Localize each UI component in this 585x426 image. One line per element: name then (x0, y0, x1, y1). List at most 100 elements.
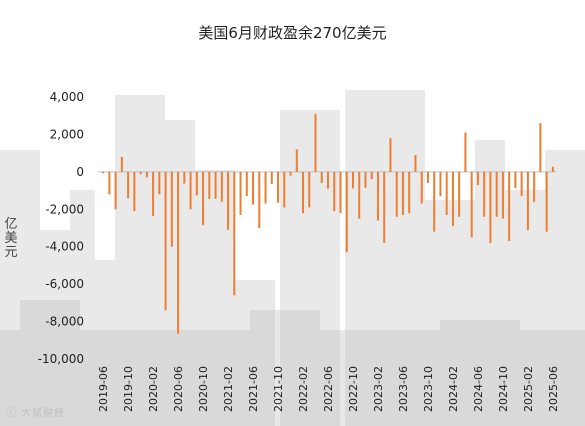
bar-2021-05 (245, 171, 248, 197)
bar-2021-09 (270, 171, 273, 185)
y-tick-label: -4,000 (45, 240, 84, 254)
bar-2024-03 (458, 171, 461, 217)
bar-2021-04 (239, 171, 242, 215)
x-tick-label: 2024-06 (472, 366, 485, 412)
x-tick-label: 2023-02 (372, 366, 385, 412)
bar-2023-08 (414, 155, 417, 172)
x-tick-label: 2021-02 (222, 366, 235, 412)
chart-title: 美国6月财政盈余270亿美元 (198, 24, 387, 42)
x-tick-label: 2023-06 (397, 366, 410, 412)
x-tick-label: 2022-02 (297, 366, 310, 412)
bar-2023-04 (389, 138, 392, 172)
bar-2024-01 (445, 171, 448, 215)
bar-2023-11 (433, 171, 436, 232)
x-tick-label: 2019-06 (97, 366, 110, 412)
y-tick-label: 4,000 (50, 90, 84, 104)
bar-2020-11 (208, 171, 211, 199)
bar-2020-10 (202, 171, 205, 226)
bar-2020-12 (214, 171, 217, 199)
bar-2022-03 (308, 171, 311, 208)
bar-2023-02 (376, 171, 379, 221)
bar-2022-08 (339, 171, 342, 214)
bar-2020-03 (158, 171, 161, 195)
bar-2025-05 (545, 171, 548, 232)
bar-2019-07 (108, 171, 111, 195)
bar-2023-06 (401, 171, 404, 215)
bar-2019-09 (120, 156, 123, 172)
bar-2022-10 (351, 171, 354, 189)
bar-2024-07 (483, 171, 486, 217)
bar-2021-11 (283, 171, 286, 208)
x-tick-label: 2023-10 (422, 366, 435, 412)
y-tick-label: -10,000 (38, 352, 84, 366)
x-tick-label: 2020-06 (172, 366, 185, 412)
bar-2024-08 (489, 171, 492, 243)
bar-2024-04 (464, 132, 467, 172)
bar-2021-06 (252, 171, 255, 205)
x-tick-label: 2025-06 (547, 366, 560, 412)
bar-2023-12 (439, 171, 442, 197)
bar-2021-12 (289, 171, 292, 176)
watermark: ⓘ 大鼠财经 (6, 408, 66, 419)
bar-series (102, 113, 554, 334)
bar-2025-03 (533, 171, 536, 202)
bar-2024-05 (470, 171, 473, 238)
bar-2023-01 (370, 171, 373, 180)
bar-2021-01 (220, 171, 223, 202)
bar-2019-06 (102, 171, 105, 174)
x-axis-ticks: 2019-06 2019-10 2020-02 2020-06 2020-10 2021-… (97, 366, 560, 412)
bar-2025-02 (526, 171, 529, 230)
bar-2022-11 (358, 171, 361, 219)
bar-2022-06 (327, 171, 329, 189)
y-tick-label: -2,000 (45, 202, 84, 216)
bar-2022-09 (345, 171, 348, 253)
bar-2022-12 (364, 171, 367, 188)
bar-2023-07 (408, 171, 411, 214)
bar-2021-10 (277, 171, 280, 203)
bar-2023-10 (426, 171, 429, 184)
y-tick-label: 0 (76, 165, 84, 179)
bar-2020-02 (152, 171, 155, 216)
bar-2020-05 (170, 171, 173, 247)
x-tick-label: 2024-10 (497, 366, 510, 412)
x-tick-label: 2024-02 (447, 366, 460, 412)
bar-2024-10 (501, 171, 504, 219)
bar-2022-05 (320, 171, 323, 184)
bar-2024-06 (476, 171, 479, 185)
bar-2019-12 (139, 171, 142, 175)
bar-2020-01 (145, 171, 148, 178)
bar-2023-03 (383, 171, 386, 243)
bar-2021-02 (227, 171, 230, 230)
bar-2023-09 (420, 171, 423, 204)
bar-2023-05 (395, 171, 398, 217)
bar-2021-08 (264, 171, 267, 204)
bar-2024-09 (495, 171, 498, 217)
x-tick-label: 2022-10 (347, 366, 360, 412)
bar-2020-06 (177, 171, 180, 334)
bar-2022-04 (314, 113, 317, 172)
x-tick-label: 2021-06 (247, 366, 260, 412)
y-axis-ticks: 4,000 2,000 0 -2,000 -4,000 -6,000 -8,000 -10,0… (38, 90, 84, 366)
y-tick-label: 2,000 (50, 127, 84, 141)
bar-2020-04 (164, 171, 167, 311)
x-tick-label: 2020-10 (197, 366, 210, 412)
x-tick-label: 2019-10 (122, 366, 135, 412)
bar-2020-07 (183, 171, 186, 184)
bar-2022-01 (295, 149, 298, 172)
x-tick-label: 2020-02 (147, 366, 160, 412)
x-tick-label: 2021-10 (272, 366, 285, 412)
bar-2019-08 (114, 171, 117, 210)
bar-2020-09 (195, 171, 198, 196)
bar-2022-07 (333, 171, 336, 212)
bar-2024-11 (508, 171, 511, 242)
bar-2021-07 (258, 171, 261, 228)
y-axis-label: 亿美元 (4, 217, 18, 260)
bar-2025-01 (520, 171, 523, 197)
bar-2021-03 (233, 171, 236, 296)
y-tick-label: -8,000 (45, 315, 84, 329)
bar-2024-12 (514, 171, 517, 189)
bar-2024-02 (451, 171, 454, 227)
bar-2025-04 (539, 123, 542, 172)
